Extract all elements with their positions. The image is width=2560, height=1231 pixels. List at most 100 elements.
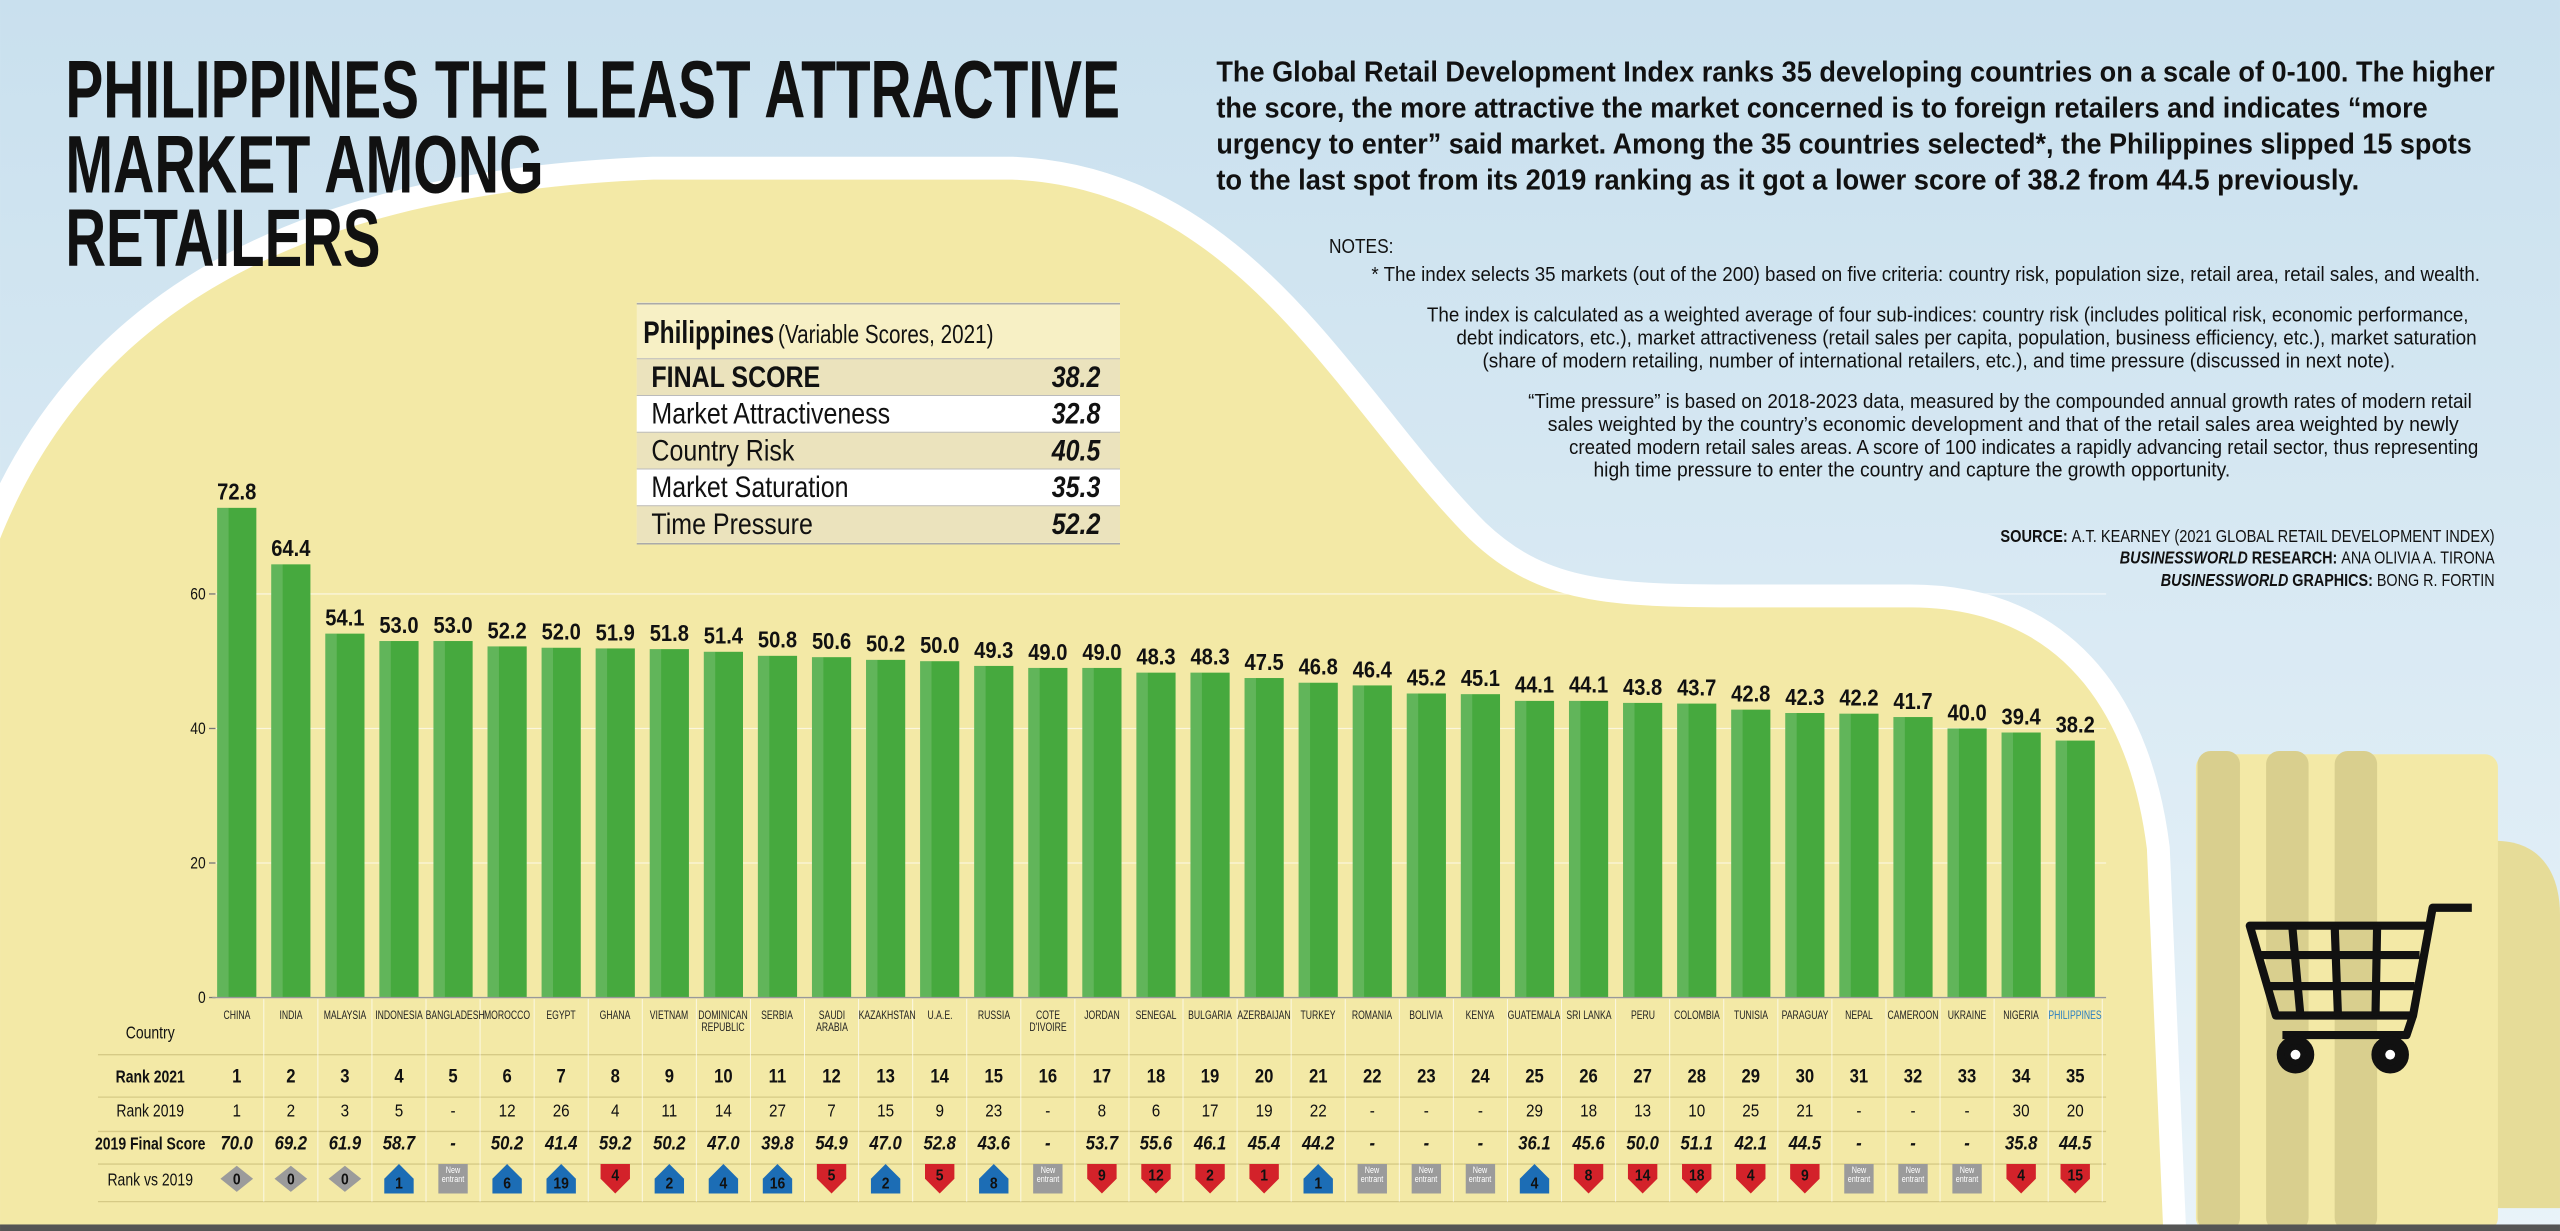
inset-row-value: 52.2 — [1052, 508, 1101, 541]
score-2019: 50.2 — [653, 1132, 685, 1154]
value-label: 42.2 — [1839, 685, 1878, 711]
bar — [1028, 667, 1068, 998]
bar-shine — [541, 647, 554, 998]
rank-2019: 12 — [499, 1101, 516, 1121]
value-label: 50.8 — [758, 627, 797, 653]
value-label: 42.8 — [1731, 680, 1770, 706]
y-tick-label: 20 — [190, 855, 205, 873]
rank-change-badge — [384, 1164, 414, 1194]
bar-shine — [1731, 709, 1743, 998]
rank-change-badge — [1952, 1164, 1982, 1194]
rank-change-badge — [492, 1164, 522, 1194]
credit-text: A.T. KEARNEY (2021 GLOBAL RETAIL DEVELOP… — [2072, 526, 2495, 546]
inset-title-sub: (Variable Scores, 2021) — [778, 319, 993, 349]
bar-shine — [1028, 667, 1040, 998]
rank-change-badge — [1682, 1164, 1712, 1194]
rank-2019: 23 — [985, 1101, 1002, 1121]
bar — [974, 665, 1014, 998]
bar — [1623, 702, 1663, 998]
value-label: 51.4 — [704, 623, 743, 649]
bar — [1514, 700, 1555, 998]
rank-change-badge — [1519, 1164, 1550, 1194]
rank-2021: 18 — [1147, 1065, 1166, 1087]
rank-2021: 12 — [822, 1065, 841, 1087]
bottom-rule — [0, 1224, 2560, 1231]
value-label: 51.9 — [596, 619, 635, 645]
inset-row-value: 35.3 — [1052, 471, 1101, 504]
score-2019: 55.6 — [1140, 1132, 1172, 1154]
credit-label: GRAPHICS: — [2292, 570, 2373, 590]
bar-shine — [1514, 700, 1527, 998]
credit-line: SOURCE:A.T. KEARNEY (2021 GLOBAL RETAIL … — [2000, 526, 2494, 546]
notes-heading: NOTES: — [1329, 236, 1394, 258]
blob — [0, 179, 2164, 1231]
credit-label: SOURCE: — [2000, 526, 2067, 546]
score-2019: 47.0 — [706, 1132, 739, 1154]
bar — [811, 657, 852, 998]
y-tick-label: 0 — [198, 989, 206, 1007]
score-2019: 61.9 — [329, 1132, 361, 1154]
bar-shine — [920, 661, 932, 998]
rank-2019: - — [1370, 1101, 1375, 1121]
rank-change-label: 9 — [1801, 1167, 1809, 1184]
inset-title: Philippines(Variable Scores, 2021) — [643, 315, 993, 350]
rank-2019: 7 — [827, 1101, 836, 1121]
value-label: 40.0 — [1947, 699, 1986, 725]
rank-change-badge — [1573, 1164, 1604, 1194]
rank-2019: 22 — [1310, 1101, 1327, 1121]
rank-change-label: 16 — [770, 1176, 786, 1193]
bar-shine — [649, 649, 662, 998]
rank-2021: 7 — [557, 1065, 566, 1087]
rank-change-label: 18 — [1689, 1167, 1705, 1184]
rank-2019: 2 — [287, 1101, 296, 1121]
score-2019: - — [1370, 1132, 1376, 1154]
bar-shine — [379, 641, 391, 998]
rank-change-label: 5 — [828, 1167, 836, 1184]
bar — [379, 641, 419, 998]
value-label: 46.8 — [1299, 654, 1338, 680]
score-2019: 45.4 — [1247, 1132, 1280, 1154]
rank-change-label: 9 — [1098, 1167, 1106, 1184]
rank-change-badge — [1844, 1164, 1874, 1194]
value-label: 39.4 — [2002, 703, 2041, 729]
value-label: 42.3 — [1785, 684, 1824, 710]
credit-publication: BUSINESSWORLD — [2120, 547, 2248, 567]
rank-change-label: 1 — [1260, 1167, 1268, 1184]
bar-shine — [217, 507, 229, 998]
value-label: 48.3 — [1136, 643, 1175, 669]
value-label: 41.7 — [1893, 688, 1932, 714]
rank-change-label: 0 — [233, 1171, 241, 1188]
row-label: Country — [126, 1022, 175, 1042]
rank-2021: 4 — [394, 1065, 403, 1087]
inset-row-bg — [636, 506, 1121, 543]
rank-change-label: 2 — [882, 1176, 890, 1193]
bag-stripe — [2266, 751, 2309, 1231]
y-tick-label: 40 — [190, 720, 205, 738]
bar — [1406, 693, 1446, 998]
rank-change-label: 4 — [1747, 1167, 1755, 1184]
bar-shine — [1244, 678, 1256, 998]
rank-2021: 6 — [502, 1065, 511, 1087]
value-label: 49.0 — [1082, 639, 1121, 665]
rank-2021: 9 — [665, 1065, 674, 1087]
rank-change-badge — [274, 1165, 308, 1192]
rank-change-label: 4 — [720, 1176, 728, 1193]
score-2019: - — [1478, 1132, 1484, 1154]
value-label: 64.4 — [271, 535, 310, 561]
bar — [1136, 672, 1176, 998]
rank-2021: 21 — [1309, 1065, 1328, 1087]
score-2019: 53.7 — [1086, 1132, 1119, 1154]
bar-shine — [1406, 693, 1419, 998]
inset-row-bg — [636, 359, 1121, 396]
rank-2021: 31 — [1850, 1065, 1869, 1087]
inset-row-label: FINAL SCORE — [651, 361, 820, 394]
bar — [1352, 685, 1392, 998]
score-2019: - — [1045, 1132, 1051, 1154]
bar — [1298, 682, 1338, 998]
score-2019: 54.9 — [815, 1132, 847, 1154]
intro-line: the score, the more attractive the marke… — [1216, 93, 2427, 125]
score-2019: 44.2 — [1301, 1132, 1334, 1154]
rank-change-badge — [1357, 1164, 1387, 1194]
rank-change-label: 19 — [553, 1176, 569, 1193]
rank-2019: 30 — [2013, 1101, 2030, 1121]
